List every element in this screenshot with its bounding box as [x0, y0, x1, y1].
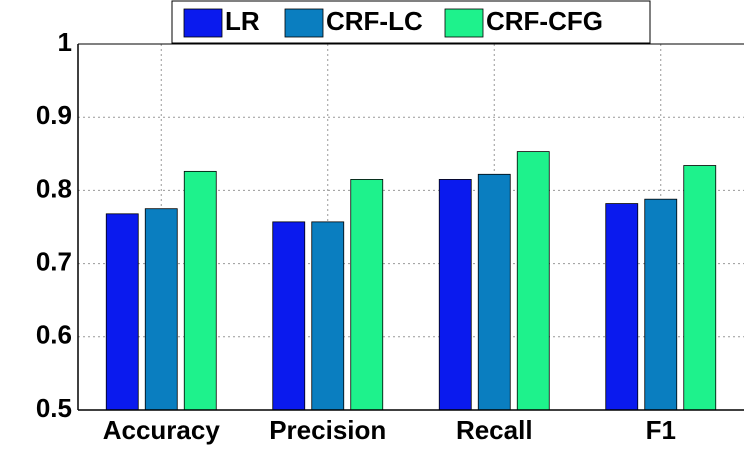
legend-label: LR	[225, 6, 260, 36]
bar	[644, 198, 678, 411]
legend-label: CRF-LC	[326, 6, 423, 36]
x-tick-label: Accuracy	[103, 415, 221, 445]
bar	[477, 173, 511, 411]
bar	[605, 203, 639, 411]
bar	[683, 165, 717, 411]
bar	[183, 170, 217, 411]
y-tick-label: 0.5	[36, 393, 72, 423]
bar	[438, 179, 472, 411]
legend-box	[171, 0, 651, 44]
y-tick-label: 0.9	[36, 100, 72, 130]
y-tick-label: 1	[58, 27, 72, 57]
bar	[144, 208, 178, 411]
legend-label: CRF-CFG	[486, 6, 603, 36]
legend-swatch	[183, 8, 223, 38]
y-tick-label: 0.6	[36, 320, 72, 350]
legend-swatch	[444, 8, 484, 38]
bar	[311, 221, 345, 411]
bar	[105, 213, 139, 411]
y-tick-label: 0.8	[36, 173, 72, 203]
x-tick-label: Recall	[456, 415, 533, 445]
bar	[272, 221, 306, 411]
x-tick-label: Precision	[269, 415, 386, 445]
bar	[516, 151, 550, 411]
legend-swatch	[284, 8, 324, 38]
x-tick-label: F1	[646, 415, 676, 445]
bar	[350, 179, 384, 411]
y-tick-label: 0.7	[36, 246, 72, 276]
